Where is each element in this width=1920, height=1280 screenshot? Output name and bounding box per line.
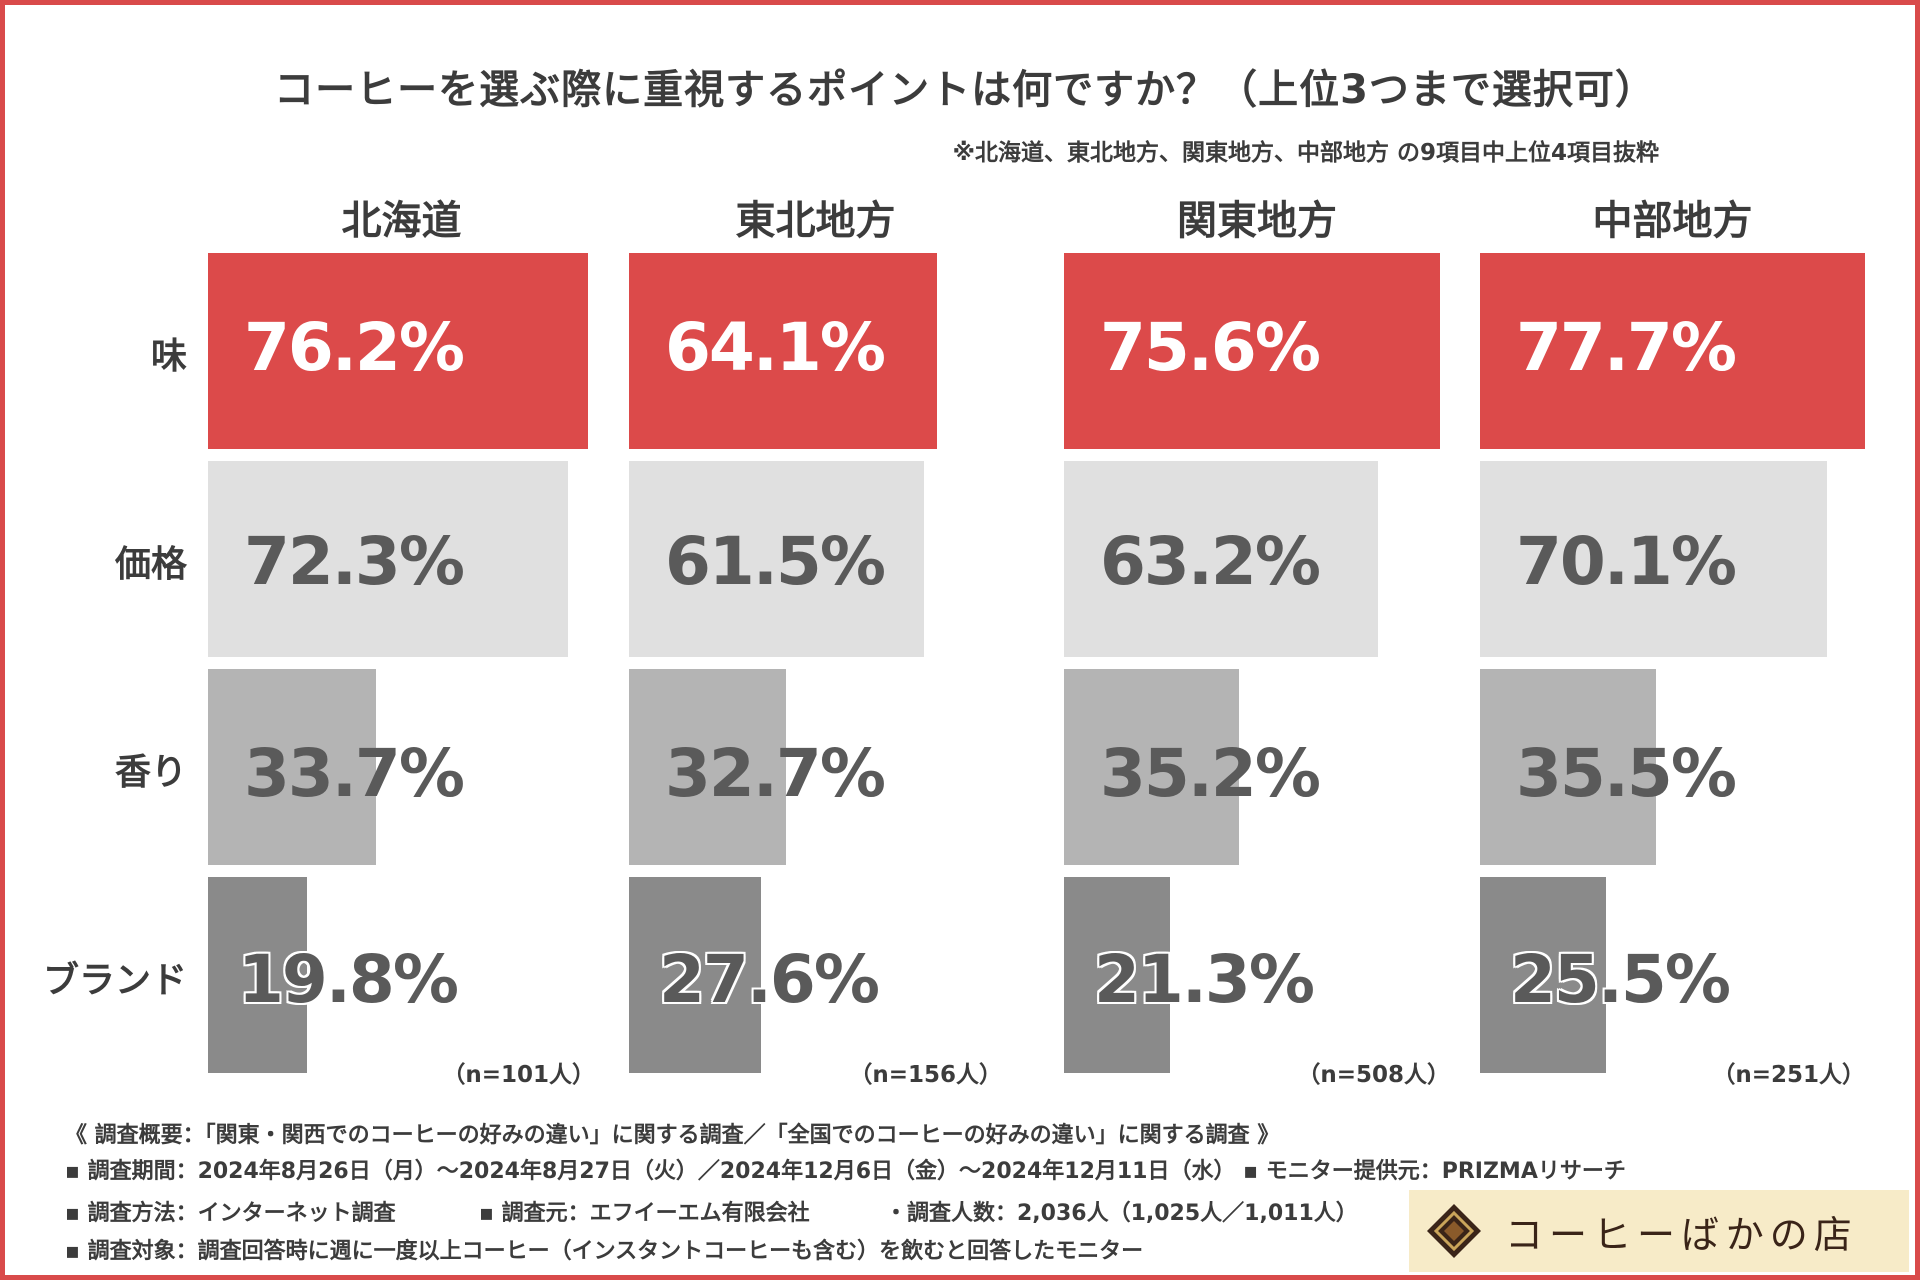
- value-label-2-1: 63.2%: [1100, 523, 1321, 600]
- region-title-1: 東北地方: [735, 198, 896, 244]
- bar-2-1: [1064, 461, 1378, 657]
- region-title-3: 中部地方: [1592, 198, 1753, 244]
- value-label-1-2: 32.7%: [665, 735, 886, 812]
- value-label-0-0: 76.2%: [244, 309, 465, 386]
- footer-survey-summary: 《 調査概要：「関東・関西でのコーヒーの好みの違い」に関する調査／「全国でのコー…: [65, 1123, 1280, 1148]
- footer-survey-method: ▪ 調査方法：インターネット調査: [65, 1201, 396, 1226]
- category-label-3: ブランド: [42, 960, 187, 1001]
- value-label-1-1: 61.5%: [665, 523, 886, 600]
- value-label-2-2: 35.2%: [1100, 735, 1321, 812]
- value-label-3-1: 70.1%: [1516, 523, 1737, 600]
- value-label-2-0: 75.6%: [1100, 309, 1321, 386]
- value-label-3-0: 77.7%: [1516, 309, 1737, 386]
- sample-size-label-3: （n=251人）: [1712, 1062, 1865, 1088]
- value-label-0-3: 19.8%: [238, 941, 459, 1018]
- value-label-0-1: 72.3%: [244, 523, 465, 600]
- footer-survey-source: ▪ 調査元：エフイーエム有限会社: [479, 1201, 810, 1226]
- value-label-3-2: 35.5%: [1516, 735, 1737, 812]
- bar-0-1: [208, 461, 568, 657]
- category-label-1: 価格: [114, 544, 187, 585]
- category-label-2: 香り: [114, 752, 187, 793]
- sample-size-label-0: （n=101人）: [442, 1062, 595, 1088]
- bar-3-2: [1480, 669, 1656, 865]
- bar-2-0: [1064, 253, 1440, 449]
- category-label-0: 味: [150, 336, 187, 377]
- value-label-0-2: 33.7%: [244, 735, 465, 812]
- value-label-2-3: 21.3%: [1094, 941, 1315, 1018]
- bar-3-0: [1480, 253, 1865, 449]
- bar-1-3: [629, 877, 761, 1073]
- region-title-2: 関東地方: [1177, 198, 1337, 244]
- bar-2-2: [1064, 669, 1239, 865]
- bar-0-3: [208, 877, 307, 1073]
- bar-0-2: [208, 669, 376, 865]
- bar-1-2: [629, 669, 786, 865]
- bar-1-0: [629, 253, 937, 449]
- bar-2-3: [1064, 877, 1170, 1073]
- footer-survey-count: ・調査人数：2,036人（1,025人／1,011人）: [885, 1201, 1358, 1226]
- chart-title: コーヒーを選ぶ際に重視するポイントは何ですか？（上位3つまで選択可）: [274, 67, 1656, 113]
- footer-survey-target: ▪ 調査対象：調査回答時に週に一度以上コーヒー（インスタントコーヒーも含む）を飲…: [65, 1239, 1144, 1264]
- bar-3-3: [1480, 877, 1606, 1073]
- footer-survey-period: ▪ 調査期間：2024年8月26日（月）～2024年8月27日（火）／2024年…: [65, 1159, 1626, 1184]
- region-title-0: 北海道: [341, 198, 462, 244]
- sample-size-label-1: （n=156人）: [849, 1062, 1002, 1088]
- bar-0-0: [208, 253, 588, 449]
- brand-logo: コーヒーばかの店: [1409, 1190, 1909, 1272]
- logo-text: コーヒーばかの店: [1505, 1213, 1858, 1257]
- chart-note: ※北海道、東北地方、関東地方、中部地方 の9項目中上位4項目抜粋: [952, 140, 1659, 166]
- bar-1-1: [629, 461, 924, 657]
- sample-size-label-2: （n=508人）: [1297, 1062, 1450, 1088]
- value-label-1-0: 64.1%: [665, 309, 886, 386]
- value-label-3-3: 25.5%: [1510, 941, 1731, 1018]
- bar-3-1: [1480, 461, 1827, 657]
- value-label-1-3: 27.6%: [659, 941, 880, 1018]
- diamond-logo-icon: [1427, 1204, 1481, 1258]
